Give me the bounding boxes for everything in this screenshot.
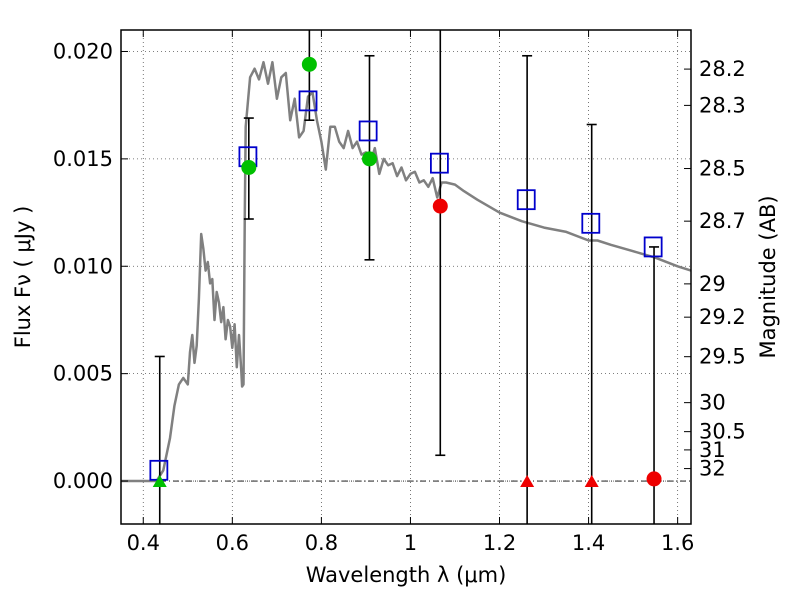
model-spectrum (121, 60, 692, 483)
x-tick-label: 0.4 (127, 531, 160, 555)
magnitude-tick-label: 30.5 (699, 420, 746, 444)
x-tick-label: 0.8 (305, 531, 338, 555)
open-square-marker (581, 212, 601, 234)
magnitude-tick-label: 28.3 (699, 93, 746, 117)
magnitude-tick-label: 30 (699, 391, 726, 415)
y-tick-label: 0.015 (53, 147, 113, 171)
open-square-marker (429, 152, 449, 174)
circle-marker (646, 471, 662, 487)
magnitude-tick-label: 29.5 (699, 345, 746, 369)
axis-ticks (121, 30, 691, 524)
model-spectrum-line (121, 60, 692, 483)
magnitude-tick-label: 28.7 (699, 209, 746, 233)
magnitude-tick-label: 28.2 (699, 57, 746, 81)
triangle-marker (584, 475, 599, 488)
tick-labels: 0.4 0.6 0.8 1 1.2 1.4 1.6 0.000 0.005 0.010 0.015 0… (53, 39, 746, 555)
magnitude-tick-label: 29 (699, 272, 726, 296)
magnitude-tick-label: 31 (699, 438, 726, 462)
open-square-marker (298, 90, 318, 112)
circle-marker (241, 159, 257, 175)
grid-lines (121, 30, 691, 524)
x-axis-label: Wavelength λ (μm) (306, 563, 507, 587)
right-axis-label: Magnitude (AB) (756, 195, 780, 358)
open-square-marker (358, 120, 378, 142)
open-square-marker (643, 236, 663, 258)
y-tick-label: 0.005 (53, 362, 113, 386)
data-markers (149, 56, 663, 488)
magnitude-tick-label: 29.2 (699, 305, 746, 329)
triangle-marker (152, 475, 167, 488)
y-axis-label: Flux Fν ( μJy ) (11, 206, 35, 349)
x-tick-label: 0.6 (216, 531, 249, 555)
plot-frame (120, 29, 692, 525)
circle-marker (301, 56, 317, 72)
y-tick-label: 0.020 (53, 39, 113, 63)
triangle-marker (520, 475, 535, 488)
x-tick-label: 1.2 (483, 531, 516, 555)
x-tick-label: 1 (404, 531, 417, 555)
circle-marker (432, 198, 448, 214)
open-square-marker (516, 189, 536, 211)
y-tick-label: 0.000 (53, 469, 113, 493)
x-tick-label: 1.4 (572, 531, 605, 555)
circle-marker (361, 151, 377, 167)
magnitude-tick-label: 32 (699, 457, 726, 481)
y-tick-label: 0.010 (53, 254, 113, 278)
x-tick-label: 1.6 (661, 531, 694, 555)
magnitude-tick-label: 28.5 (699, 157, 746, 181)
